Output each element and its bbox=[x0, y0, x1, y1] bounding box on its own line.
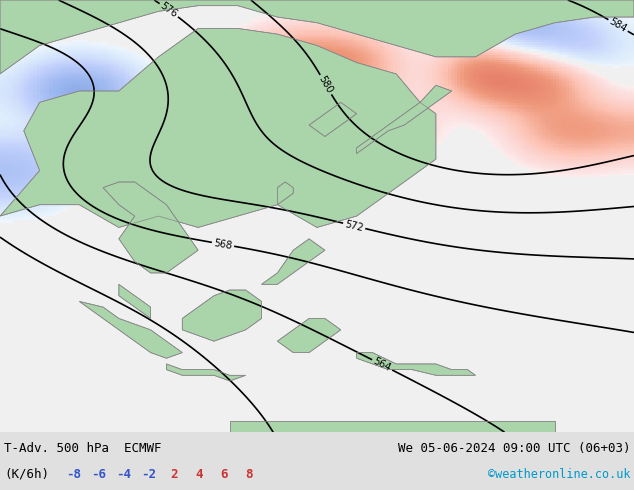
Polygon shape bbox=[79, 301, 183, 358]
Text: -2: -2 bbox=[141, 467, 157, 481]
Polygon shape bbox=[309, 102, 356, 137]
Polygon shape bbox=[356, 85, 452, 153]
Text: 568: 568 bbox=[213, 238, 233, 251]
Polygon shape bbox=[278, 182, 294, 205]
Text: (K/6h): (K/6h) bbox=[4, 467, 49, 481]
Polygon shape bbox=[103, 182, 198, 273]
Polygon shape bbox=[262, 239, 325, 284]
Polygon shape bbox=[0, 0, 634, 74]
Text: 584: 584 bbox=[607, 16, 628, 34]
Polygon shape bbox=[119, 284, 151, 318]
Polygon shape bbox=[167, 364, 246, 381]
Text: -8: -8 bbox=[67, 467, 82, 481]
Polygon shape bbox=[0, 28, 436, 227]
Text: ©weatheronline.co.uk: ©weatheronline.co.uk bbox=[488, 467, 630, 481]
Text: 572: 572 bbox=[344, 219, 365, 233]
Text: -4: -4 bbox=[117, 467, 131, 481]
Text: T-Adv. 500 hPa  ECMWF: T-Adv. 500 hPa ECMWF bbox=[4, 441, 162, 455]
Text: 564: 564 bbox=[372, 356, 392, 373]
Text: 2: 2 bbox=[171, 467, 178, 481]
Text: 6: 6 bbox=[220, 467, 228, 481]
Text: 576: 576 bbox=[158, 0, 179, 20]
Polygon shape bbox=[356, 353, 476, 375]
Polygon shape bbox=[183, 290, 262, 341]
Text: 8: 8 bbox=[245, 467, 253, 481]
Text: 4: 4 bbox=[195, 467, 203, 481]
Text: We 05-06-2024 09:00 UTC (06+03): We 05-06-2024 09:00 UTC (06+03) bbox=[398, 441, 630, 455]
Text: -6: -6 bbox=[91, 467, 107, 481]
Polygon shape bbox=[230, 421, 555, 432]
Text: 580: 580 bbox=[317, 74, 335, 95]
Polygon shape bbox=[278, 318, 341, 353]
